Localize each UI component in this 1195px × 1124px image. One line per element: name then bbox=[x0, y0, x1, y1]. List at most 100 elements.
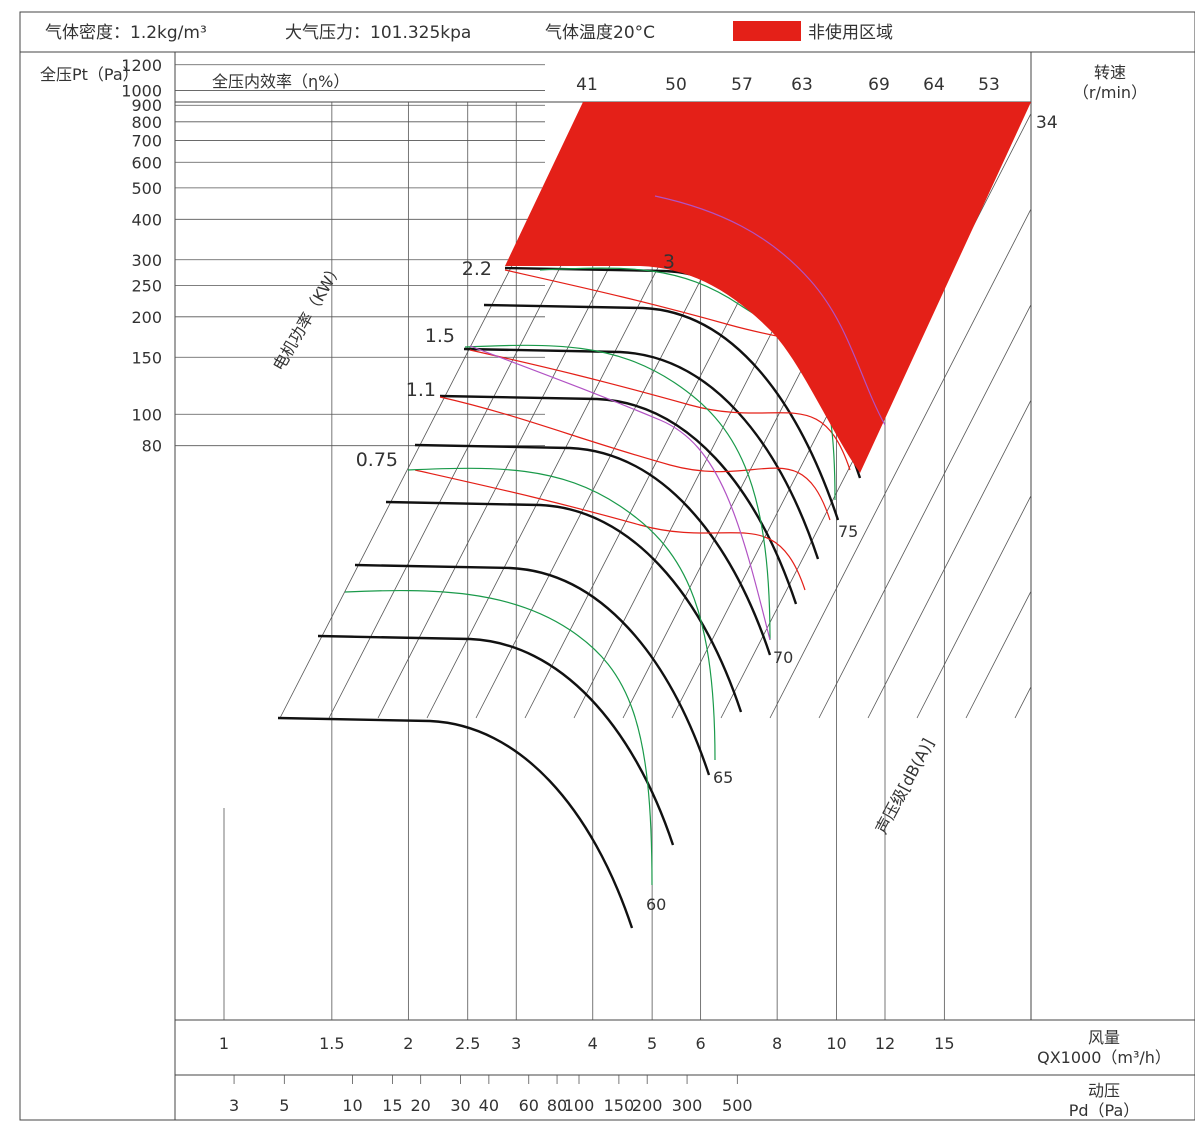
x-tick-label: 6 bbox=[696, 1034, 706, 1053]
diagonal-gridline bbox=[279, 102, 597, 719]
speed-curve bbox=[463, 347, 820, 560]
efficiency-title: 全压内效率（η%） bbox=[212, 72, 349, 91]
y-tick-label: 150 bbox=[131, 348, 162, 367]
y-tick-label: 600 bbox=[131, 153, 162, 172]
x2-tick-label: 200 bbox=[632, 1096, 663, 1115]
x-tick-label: 2.5 bbox=[455, 1034, 480, 1053]
x2-tick-label: 10 bbox=[342, 1096, 362, 1115]
x2-tick-label: 3 bbox=[229, 1096, 239, 1115]
x-tick-label: 4 bbox=[588, 1034, 598, 1053]
x-tick-label: 3 bbox=[511, 1034, 521, 1053]
y-tick-label: 1200 bbox=[121, 56, 162, 75]
y-tick-label: 250 bbox=[131, 276, 162, 295]
x-tick-label: 5 bbox=[647, 1034, 657, 1053]
efficiency-curve bbox=[344, 589, 653, 886]
x-tick-label: 10 bbox=[826, 1034, 846, 1053]
overlay-labels: 0.75 1.1 1.5 2.2 3 60 65 70 75 34 bbox=[356, 113, 1058, 914]
speed-curve bbox=[385, 500, 743, 713]
x-tick-label: 15 bbox=[934, 1034, 954, 1053]
speed-curve bbox=[483, 303, 840, 521]
x2-tick-label: 150 bbox=[604, 1096, 635, 1115]
header-density: 气体密度：1.2kg/m³ bbox=[45, 23, 207, 43]
noise-axis-title: 声压级[dB(A)] bbox=[872, 735, 938, 837]
x2-tick-label: 30 bbox=[450, 1096, 470, 1115]
diagonal-gridline bbox=[671, 102, 989, 719]
efficiency-curve bbox=[407, 467, 716, 761]
efficiency-label: 50 bbox=[665, 75, 687, 95]
speed-curve bbox=[414, 443, 772, 656]
speed-curve bbox=[277, 716, 634, 929]
y-tick-label: 200 bbox=[131, 308, 162, 327]
power-curve bbox=[414, 469, 806, 591]
diagonal-gridline bbox=[573, 102, 891, 719]
power-curve bbox=[439, 396, 831, 521]
diagonal-gridline bbox=[475, 102, 793, 719]
header-pressure: 大气压力：101.325kpa bbox=[285, 23, 471, 43]
efficiency-label: 57 bbox=[731, 75, 753, 95]
speed-curve bbox=[439, 394, 798, 605]
power-mid-curve bbox=[469, 345, 771, 641]
y-tick-label: 100 bbox=[131, 405, 162, 424]
diagonal-gridline bbox=[328, 102, 646, 719]
power-label: 1.5 bbox=[425, 325, 455, 347]
noise-label: 65 bbox=[713, 768, 733, 787]
diagonal-gridline bbox=[1014, 685, 1031, 719]
chart-frame bbox=[19, 11, 1195, 1121]
diagonal-gridline bbox=[867, 399, 1031, 719]
x2-tick-label: 500 bbox=[722, 1096, 753, 1115]
x2-tick-label: 100 bbox=[564, 1096, 595, 1115]
header-temperature: 气体温度20°C bbox=[545, 23, 655, 43]
efficiency-curve bbox=[464, 344, 771, 641]
no-use-zone bbox=[505, 102, 1031, 473]
x2-tick-label: 300 bbox=[672, 1096, 703, 1115]
y-tick-label: 80 bbox=[142, 437, 162, 456]
diagonal-gridline bbox=[769, 208, 1031, 719]
speed-curve bbox=[317, 634, 675, 846]
y-tick-label: 400 bbox=[131, 210, 162, 229]
y-axis-title: 全压Pt（Pa） bbox=[40, 65, 139, 84]
efficiency-label: 64 bbox=[923, 75, 945, 95]
x-tick-label: 1.5 bbox=[319, 1034, 344, 1053]
diagonal-gridline bbox=[426, 102, 744, 719]
x2-tick-label: 5 bbox=[279, 1096, 289, 1115]
y-tick-label: 800 bbox=[131, 113, 162, 132]
efficiency-label: 41 bbox=[576, 75, 598, 95]
x-axis-title-2: QX1000（m³/h） bbox=[1037, 1048, 1171, 1067]
noise-label: 75 bbox=[838, 522, 858, 541]
no-use-legend-label: 非使用区域 bbox=[808, 22, 893, 43]
speed-title-1: 转速 bbox=[1094, 63, 1126, 82]
y-tick-label: 1000 bbox=[121, 81, 162, 100]
x-tick-label: 2 bbox=[403, 1034, 413, 1053]
noise-label: 70 bbox=[773, 648, 793, 667]
x-tick-label: 12 bbox=[875, 1034, 895, 1053]
noise-label: 60 bbox=[646, 895, 666, 914]
x2-tick-label: 60 bbox=[519, 1096, 539, 1115]
x2-axis-title-2: Pd（Pa） bbox=[1069, 1101, 1140, 1120]
plot-area bbox=[277, 102, 1031, 929]
power-label: 1.1 bbox=[406, 379, 436, 401]
y-tick-label: 500 bbox=[131, 179, 162, 198]
power-label: 0.75 bbox=[356, 449, 398, 471]
noise-label-extra: 34 bbox=[1036, 113, 1058, 133]
x2-tick-label: 40 bbox=[479, 1096, 499, 1115]
x-tick-label: 1 bbox=[219, 1034, 229, 1053]
x2-tick-label: 15 bbox=[382, 1096, 402, 1115]
y-tick-label: 300 bbox=[131, 251, 162, 270]
power-curve bbox=[469, 349, 851, 471]
x2-tick-label: 20 bbox=[411, 1096, 431, 1115]
efficiency-label: 69 bbox=[868, 75, 890, 95]
diagonal-gridline bbox=[818, 303, 1031, 719]
y-tick-label: 900 bbox=[131, 96, 162, 115]
y-tick-label: 700 bbox=[131, 132, 162, 151]
diagonal-gridline bbox=[377, 102, 695, 719]
x-axis-title-1: 风量 bbox=[1088, 1028, 1120, 1047]
header: 气体密度：1.2kg/m³ 大气压力：101.325kpa 气体温度20°C 非… bbox=[45, 21, 893, 43]
efficiency-label: 53 bbox=[978, 75, 1000, 95]
power-label: 3 bbox=[663, 251, 675, 273]
x-tick-label: 8 bbox=[772, 1034, 782, 1053]
diagonal-gridline bbox=[720, 112, 1031, 719]
speed-curve bbox=[354, 563, 711, 776]
efficiency-label: 63 bbox=[791, 75, 813, 95]
no-use-inner-curve bbox=[654, 195, 886, 426]
